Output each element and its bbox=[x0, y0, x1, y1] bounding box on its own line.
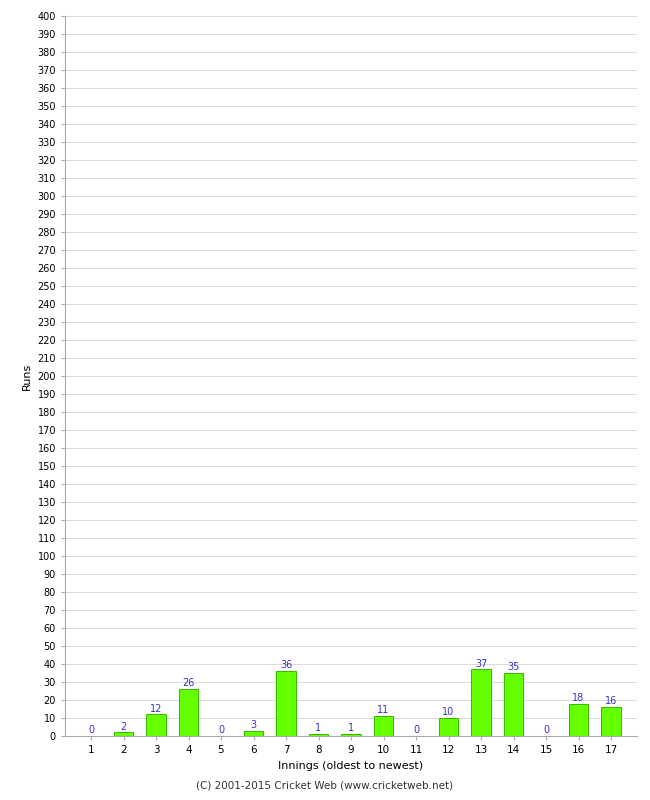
Bar bbox=[601, 707, 621, 736]
Bar bbox=[179, 690, 198, 736]
Text: 36: 36 bbox=[280, 661, 292, 670]
Text: 0: 0 bbox=[413, 726, 419, 735]
Text: (C) 2001-2015 Cricket Web (www.cricketweb.net): (C) 2001-2015 Cricket Web (www.cricketwe… bbox=[196, 781, 454, 790]
Text: 3: 3 bbox=[250, 720, 257, 730]
Bar bbox=[114, 733, 133, 736]
Text: 2: 2 bbox=[120, 722, 127, 732]
Text: 1: 1 bbox=[348, 723, 354, 734]
Bar bbox=[471, 670, 491, 736]
X-axis label: Innings (oldest to newest): Innings (oldest to newest) bbox=[278, 761, 424, 770]
Text: 18: 18 bbox=[573, 693, 584, 703]
Text: 11: 11 bbox=[378, 706, 389, 715]
Text: 0: 0 bbox=[88, 726, 94, 735]
Text: 12: 12 bbox=[150, 704, 162, 714]
Text: 37: 37 bbox=[474, 658, 488, 669]
Bar bbox=[439, 718, 458, 736]
Text: 0: 0 bbox=[218, 726, 224, 735]
Text: 1: 1 bbox=[315, 723, 322, 734]
Text: 0: 0 bbox=[543, 726, 549, 735]
Bar bbox=[276, 671, 296, 736]
Bar bbox=[569, 704, 588, 736]
Bar bbox=[341, 734, 361, 736]
Y-axis label: Runs: Runs bbox=[22, 362, 32, 390]
Bar bbox=[309, 734, 328, 736]
Bar bbox=[146, 714, 166, 736]
Bar bbox=[244, 730, 263, 736]
Text: 10: 10 bbox=[443, 707, 454, 718]
Bar bbox=[504, 673, 523, 736]
Text: 35: 35 bbox=[507, 662, 520, 672]
Bar bbox=[374, 716, 393, 736]
Text: 26: 26 bbox=[182, 678, 195, 689]
Text: 16: 16 bbox=[605, 697, 617, 706]
